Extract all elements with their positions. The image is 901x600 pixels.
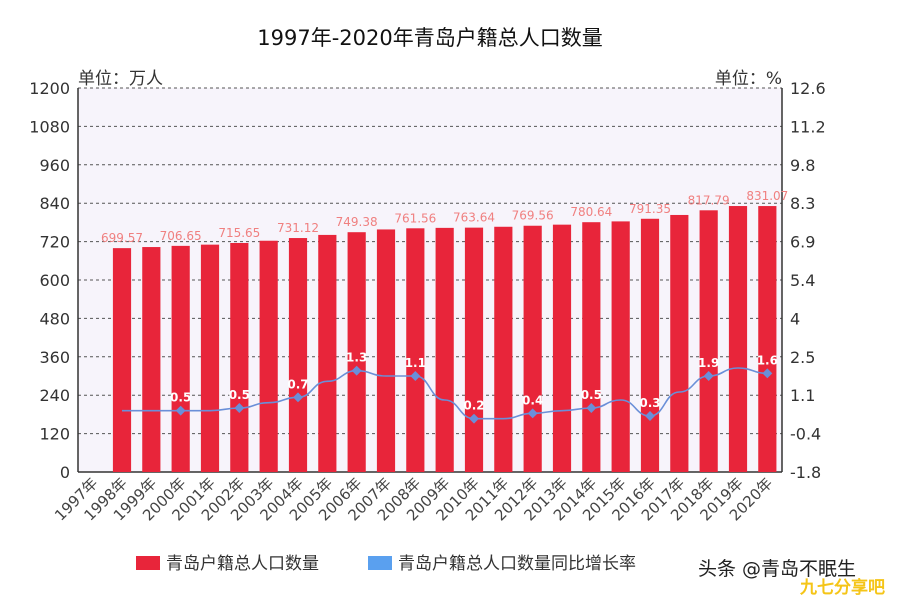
bar — [582, 222, 601, 472]
growth-rate-line — [122, 367, 768, 420]
bar — [552, 224, 572, 472]
bar — [112, 248, 132, 472]
left-axis-ticks: 0 120 240 360 480 600 720 840 960 1080 1200 — [29, 79, 70, 482]
watermark-text: 头条 @青岛不眠生 — [698, 558, 856, 580]
legend-swatch-line — [368, 556, 392, 570]
line-point — [586, 403, 597, 413]
right-tick-label: 1.1 — [790, 386, 815, 405]
bar — [288, 238, 308, 472]
bar — [435, 227, 454, 472]
right-tick-label: 6.9 — [790, 233, 815, 252]
legend-label-bar: 青岛户籍总人口数量 — [166, 554, 319, 574]
bar-series — [112, 206, 777, 473]
left-unit-label: 单位：万人 — [78, 69, 163, 89]
bar-data-label: 769.56 — [512, 209, 554, 223]
bar-data-label: 706.65 — [160, 229, 202, 243]
bar — [142, 247, 161, 472]
line-data-label: 1.6 — [757, 353, 778, 367]
line-point — [703, 371, 714, 381]
bar — [171, 245, 190, 472]
right-tick-label: 9.8 — [790, 156, 815, 175]
bar — [230, 242, 249, 472]
right-tick-label: 12.6 — [790, 79, 826, 98]
bar-data-label: 699.57 — [101, 231, 143, 245]
bar-data-label: 791.35 — [629, 202, 671, 216]
watermark-logo-text: 九七分享吧 — [799, 577, 885, 598]
left-tick-label: 1200 — [29, 79, 70, 98]
right-tick-label: 11.2 — [790, 117, 826, 136]
bar — [494, 226, 513, 472]
line-data-label: 0.5 — [170, 391, 191, 405]
bar — [259, 240, 278, 472]
bar-data-labels: 699.57 706.65 715.65 731.12 749.38 761.56 763.… — [101, 189, 788, 245]
right-axis-ticks: -1.8 -0.4 1.1 2.5 4 5.4 6.9 8.3 9.8 11.2 12.6 — [790, 79, 826, 482]
left-tick-label: 120 — [39, 425, 70, 444]
line-data-label: 0.3 — [639, 396, 660, 410]
line-data-label: 0.2 — [463, 399, 484, 413]
legend-label-line: 青岛户籍总人口数量同比增长率 — [398, 554, 636, 574]
left-tick-label: 720 — [39, 233, 70, 252]
line-point — [762, 368, 773, 379]
bar — [347, 232, 366, 472]
bar — [758, 206, 777, 472]
line-data-label: 1.9 — [698, 356, 719, 370]
bar — [728, 206, 748, 473]
bar-data-label: 731.12 — [277, 221, 319, 235]
left-tick-label: 1080 — [29, 117, 70, 136]
left-tick-label: 0 — [60, 463, 70, 482]
bar — [376, 229, 396, 472]
left-tick-label: 480 — [39, 309, 70, 328]
plot-background — [78, 88, 782, 472]
left-tick-label: 240 — [39, 386, 70, 405]
line-point — [469, 413, 479, 424]
bar-data-label: 817.79 — [688, 193, 730, 207]
line-data-label: 0.5 — [229, 388, 250, 402]
bar-data-label: 831.07 — [746, 189, 788, 203]
line-data-label: 0.4 — [522, 393, 543, 407]
left-tick-label: 360 — [39, 348, 70, 367]
right-tick-label: -0.4 — [790, 425, 821, 444]
left-tick-label: 600 — [39, 271, 70, 290]
line-series: 0.5 0.5 0.7 1.3 1.1 0.2 0.4 0.5 0.3 1.9 1.6 — [122, 351, 778, 424]
line-data-label: 0.7 — [287, 377, 308, 391]
bar — [200, 244, 220, 472]
line-point — [410, 371, 421, 381]
line-point — [293, 392, 303, 403]
bar — [523, 225, 542, 472]
left-tick-label: 960 — [39, 156, 70, 175]
bar-data-label: 715.65 — [218, 226, 260, 240]
bar-data-label: 780.64 — [570, 205, 612, 219]
bar — [406, 228, 425, 472]
line-point — [645, 411, 655, 421]
right-unit-label: 单位：% — [715, 69, 782, 89]
legend-swatch-bar — [136, 556, 160, 570]
right-tick-label: -1.8 — [790, 463, 821, 482]
line-data-label: 0.5 — [581, 388, 602, 402]
left-tick-label: 840 — [39, 194, 70, 213]
chart-title: 1997年-2020年青岛户籍总人口数量 — [257, 26, 602, 50]
line-data-label: 1.1 — [405, 356, 426, 370]
bar-data-label: 749.38 — [336, 215, 378, 229]
bar — [670, 214, 689, 472]
bar-data-label: 761.56 — [394, 211, 436, 225]
bar — [318, 234, 337, 472]
line-point — [527, 408, 538, 419]
line-point — [351, 365, 362, 376]
line-point — [175, 405, 186, 416]
bar — [611, 221, 630, 472]
line-point — [234, 403, 245, 413]
right-tick-label: 5.4 — [790, 271, 815, 290]
right-tick-label: 4 — [790, 309, 800, 328]
bar — [640, 218, 660, 472]
bar — [464, 227, 484, 472]
bar-data-label: 763.64 — [453, 211, 495, 225]
bar — [699, 210, 718, 473]
right-tick-label: 8.3 — [790, 194, 815, 213]
axes — [77, 88, 783, 473]
legend: 青岛户籍总人口数量 青岛户籍总人口数量同比增长率 — [136, 554, 636, 574]
right-tick-label: 2.5 — [790, 348, 815, 367]
x-axis-ticks: 1997年1998年1999年2000年2001年2002年2003年2004年… — [51, 474, 776, 524]
line-data-label: 1.3 — [346, 351, 367, 365]
